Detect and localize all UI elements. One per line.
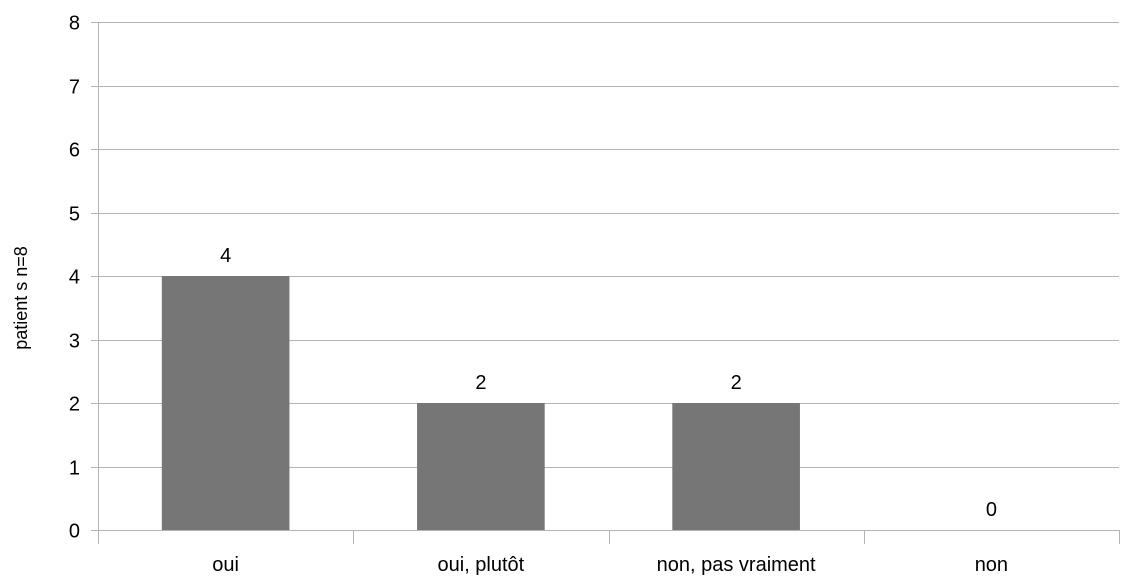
y-tick-label: 7: [69, 77, 80, 99]
bar: [417, 403, 545, 530]
data-label: 0: [986, 499, 997, 521]
y-tick-label: 6: [69, 140, 80, 162]
x-category-label: oui, plutôt: [438, 554, 525, 576]
y-tick-label: 2: [69, 394, 80, 416]
y-tick-label: 4: [69, 267, 80, 289]
y-tick-label: 0: [69, 521, 80, 543]
data-labels: 4 2 2 0: [220, 245, 997, 521]
y-tick-label: 5: [69, 204, 80, 226]
x-category-label: non, pas vraiment: [657, 554, 816, 576]
data-label: 2: [475, 372, 486, 394]
bars: [161, 276, 800, 530]
data-label: 2: [731, 372, 742, 394]
x-category-labels: oui oui, plutôt non, pas vraiment non: [212, 554, 1008, 576]
axes: [91, 22, 1120, 544]
y-tick-labels: 0 1 2 3 4 5 6 7 8: [69, 13, 80, 543]
y-axis-title: patient s n=8: [11, 246, 31, 350]
x-category-label: oui: [212, 554, 239, 576]
bar: [672, 403, 800, 530]
data-label: 4: [220, 245, 231, 267]
y-tick-label: 1: [69, 458, 80, 480]
bar: [161, 276, 290, 530]
y-tick-label: 8: [69, 13, 80, 35]
x-category-label: non: [975, 554, 1008, 576]
y-tick-label: 3: [69, 331, 80, 353]
